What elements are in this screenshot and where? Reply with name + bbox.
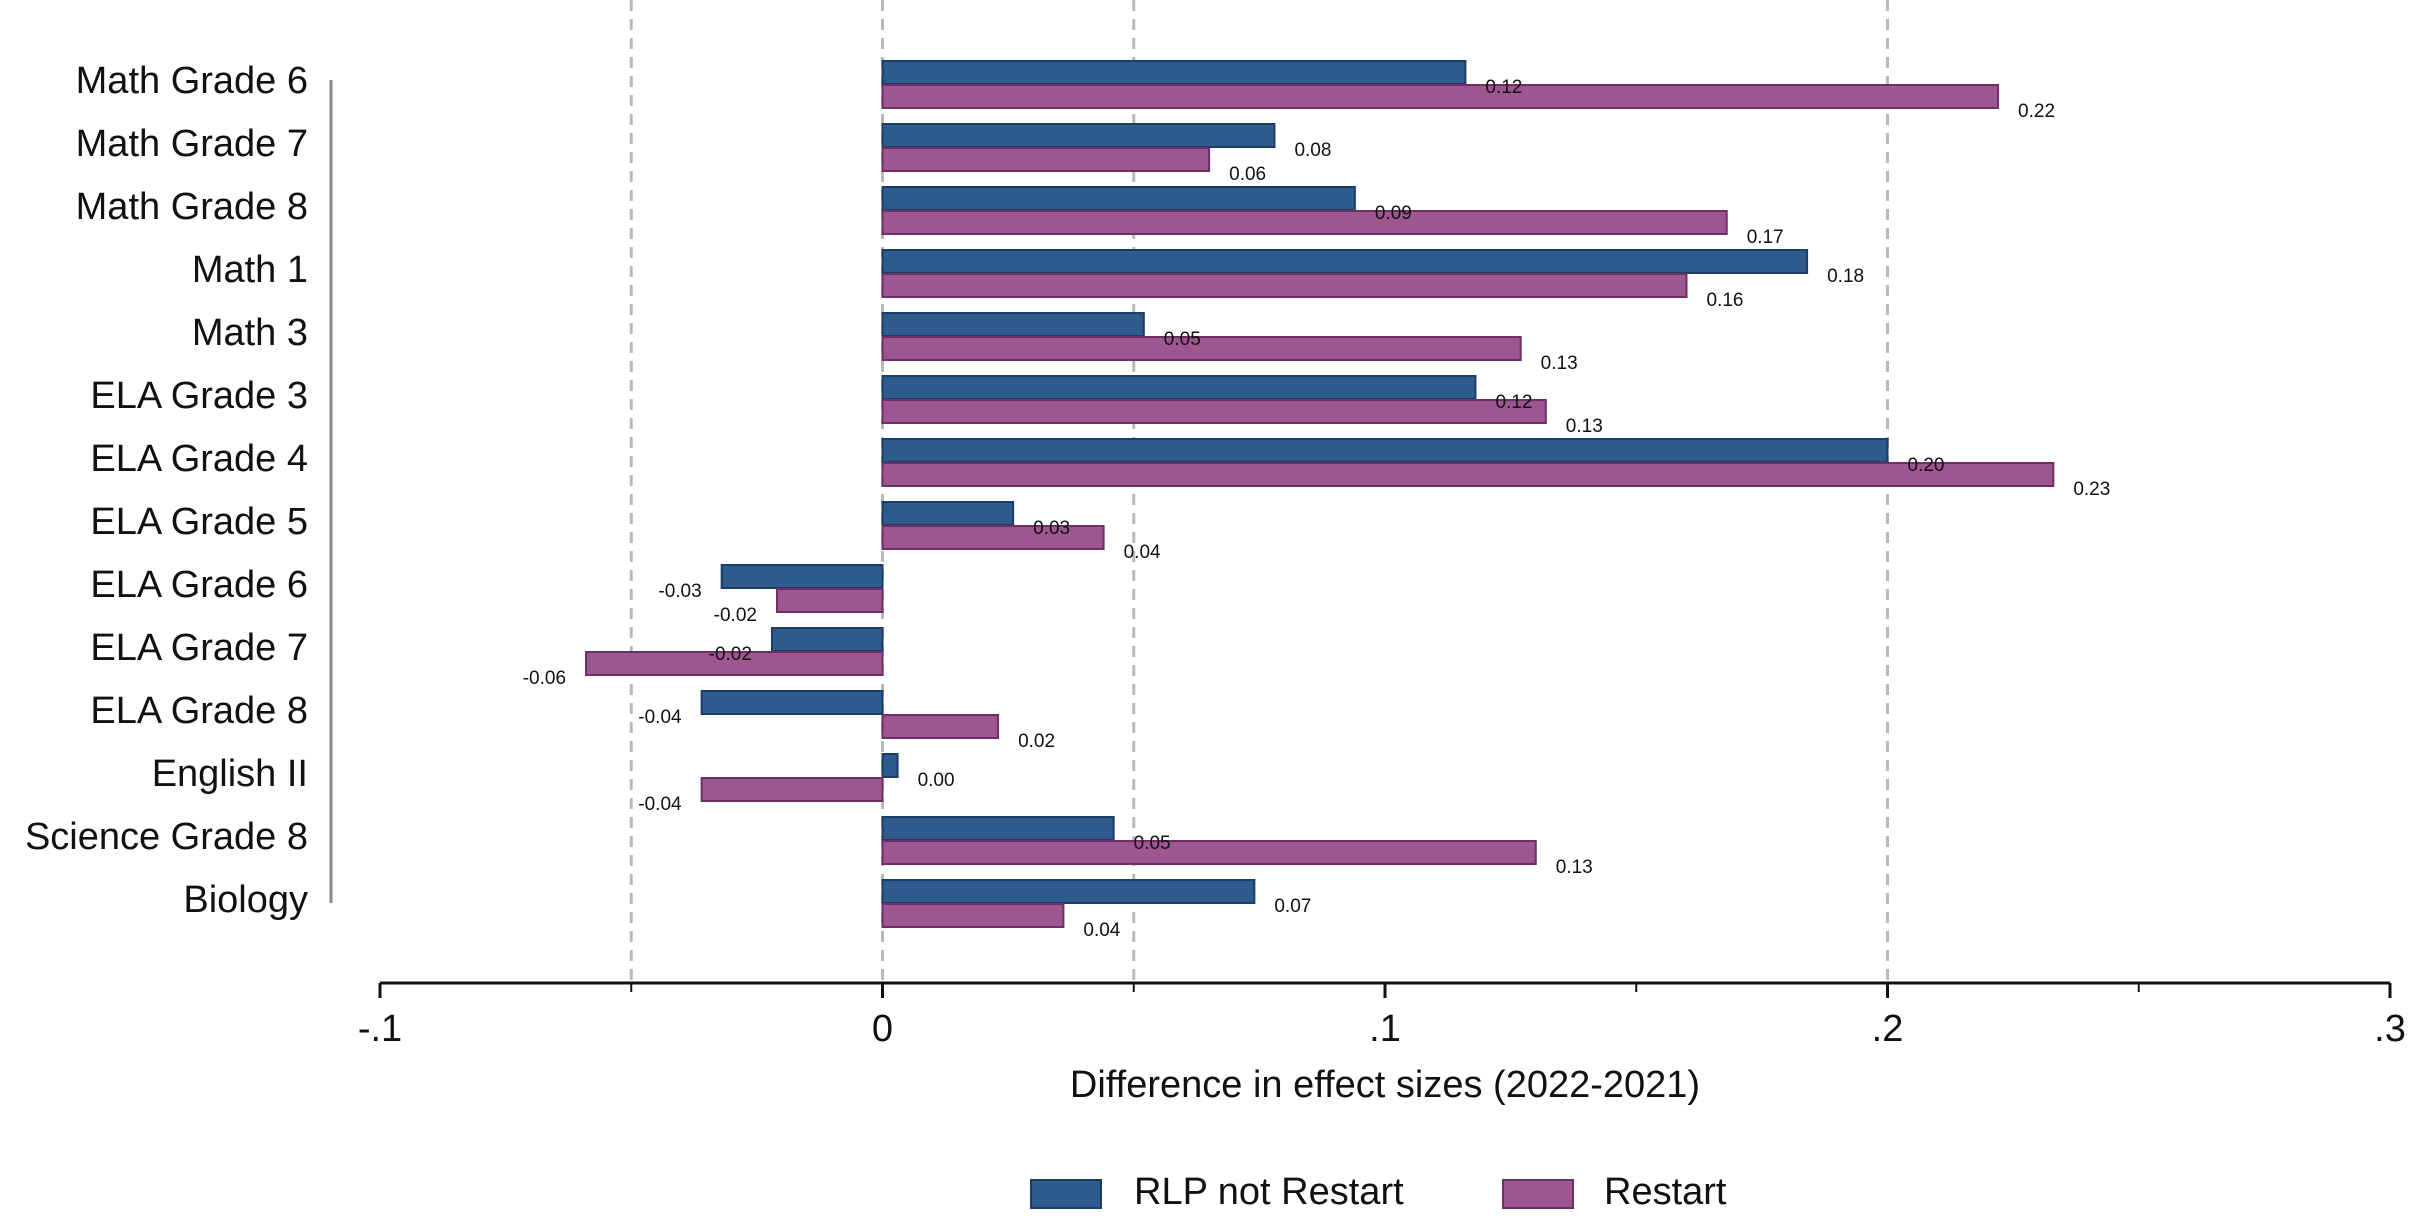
bar: [881, 186, 1356, 211]
data-label: 0.02: [1018, 731, 1055, 752]
data-label: 0.06: [1229, 164, 1266, 185]
category-labels: Math Grade 6 Math Grade 7 Math Grade 8 Math…: [25, 60, 333, 921]
data-label: -0.02: [714, 605, 757, 626]
category-label: English II: [152, 753, 308, 795]
data-label: 0.20: [1908, 455, 1945, 476]
bar: [881, 501, 1015, 526]
data-label: 0.17: [1747, 227, 1784, 248]
data-label: 0.05: [1134, 833, 1171, 854]
legend-swatch: [1502, 1179, 1574, 1209]
x-tick-label: .2: [1872, 1008, 1904, 1050]
category-label: Science Grade 8: [25, 816, 308, 858]
bar: [881, 60, 1467, 85]
data-label: -0.03: [658, 581, 701, 602]
data-label: -0.04: [638, 794, 682, 815]
data-label: 0.18: [1827, 266, 1864, 287]
data-label: 0.04: [1083, 920, 1120, 941]
bar: [720, 564, 884, 589]
data-label: 0.13: [1556, 857, 1593, 878]
category-label: Math Grade 7: [76, 123, 308, 165]
bar: [881, 210, 1728, 235]
category-label: Biology: [183, 879, 308, 921]
x-axis-title: Difference in effect sizes (2022-2021): [1070, 1064, 1700, 1106]
bar: [700, 690, 884, 715]
bar: [770, 627, 884, 652]
data-label: -0.04: [638, 707, 682, 728]
x-axis: -.1 0 .1 .2 .3: [358, 981, 2406, 1050]
data-label: 0.13: [1566, 416, 1603, 437]
bar: [881, 879, 1256, 904]
bar: [881, 147, 1211, 172]
bar: [881, 375, 1477, 400]
bar: [775, 588, 884, 613]
bar: [881, 753, 899, 778]
data-labels: 0.12 0.22 0.08 0.06 0.09 0.17 0.18 0.16 0.05 0.13…: [523, 77, 2111, 941]
bar: [881, 903, 1065, 928]
category-label: ELA Grade 7: [90, 627, 308, 669]
x-tick-label: -.1: [358, 1008, 402, 1050]
bar: [881, 84, 2000, 109]
category-label: ELA Grade 5: [90, 501, 308, 543]
legend: RLP not Restart Restart: [1030, 1171, 1727, 1213]
category-label: ELA Grade 8: [90, 690, 308, 732]
data-label: 0.04: [1124, 542, 1161, 563]
bar: [881, 273, 1688, 298]
bar: [881, 525, 1105, 550]
bar: [881, 438, 1889, 463]
bar: [881, 399, 1547, 424]
category-label: Math Grade 8: [76, 186, 308, 228]
data-label: 0.05: [1164, 329, 1201, 350]
bar: [700, 777, 884, 802]
data-label: 0.16: [1707, 290, 1744, 311]
x-tick-label: .3: [2374, 1008, 2406, 1050]
data-label: 0.23: [2073, 479, 2110, 500]
data-label: 0.13: [1541, 353, 1578, 374]
bar: [881, 336, 1522, 361]
data-label: 0.00: [918, 770, 955, 791]
category-label: Math 1: [192, 249, 308, 291]
category-label: Math Grade 6: [76, 60, 308, 102]
bar: [881, 312, 1145, 337]
bar: [881, 840, 1537, 865]
bars: [585, 60, 2055, 928]
category-label: Math 3: [192, 312, 308, 354]
x-tick-label: 0: [872, 1008, 893, 1050]
x-tick-label: .1: [1369, 1008, 1401, 1050]
category-label: ELA Grade 4: [90, 438, 308, 480]
bar: [585, 651, 884, 676]
data-label: 0.12: [1495, 392, 1532, 413]
legend-label: RLP not Restart: [1134, 1171, 1404, 1211]
bar: [881, 249, 1809, 274]
data-label: 0.22: [2018, 101, 2055, 122]
legend-label: Restart: [1604, 1171, 1727, 1211]
data-label: 0.03: [1033, 518, 1070, 539]
bar: [881, 714, 1000, 739]
data-label: -0.02: [709, 644, 752, 665]
data-label: 0.07: [1274, 896, 1311, 917]
data-label: 0.09: [1375, 203, 1412, 224]
category-label: ELA Grade 3: [90, 375, 308, 417]
bar: [881, 816, 1115, 841]
data-label: -0.06: [523, 668, 566, 689]
bar: [881, 462, 2055, 487]
category-label: ELA Grade 6: [90, 564, 308, 606]
data-label: 0.12: [1485, 77, 1522, 98]
bar: [881, 123, 1276, 148]
data-label: 0.08: [1294, 140, 1331, 161]
legend-swatch: [1030, 1179, 1102, 1209]
